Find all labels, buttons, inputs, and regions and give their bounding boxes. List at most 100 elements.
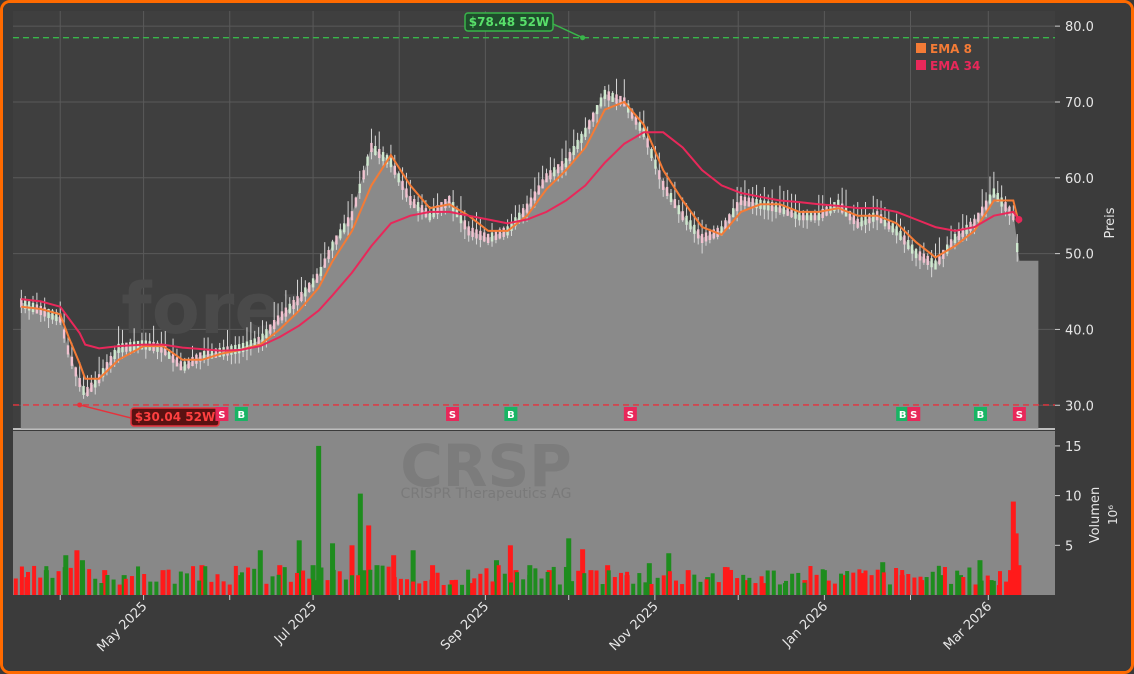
candle-body (374, 145, 377, 156)
volume-bar (631, 583, 636, 595)
signal-box (446, 407, 460, 421)
volume-bar (294, 572, 299, 595)
volume-bar (178, 571, 183, 595)
candle-body (191, 356, 194, 367)
candle-body (712, 229, 715, 239)
volume-bar (93, 578, 98, 595)
volume-bar (985, 575, 990, 595)
candle-body (43, 307, 46, 317)
volume-bar (87, 569, 92, 595)
volume-bar (698, 581, 703, 595)
volume-bar (117, 584, 122, 595)
candle-body (973, 218, 976, 228)
volume-bar (288, 581, 293, 595)
volume-bar (493, 560, 499, 595)
volume-bar (667, 571, 672, 595)
candle-body (910, 244, 914, 254)
volume-bar (453, 579, 458, 595)
signal-label: S (1016, 410, 1023, 421)
candle-body (802, 211, 805, 221)
candle-body (101, 368, 105, 378)
signal-box (504, 407, 518, 421)
volume-bar (227, 584, 232, 595)
volume-bar (337, 571, 342, 595)
legend-entry: EMA 34 (930, 59, 980, 73)
volume-bar (973, 584, 978, 595)
volume-bar (380, 565, 385, 595)
volume-bar (356, 575, 361, 595)
volume-bar (136, 566, 141, 595)
volume-bar (566, 538, 572, 595)
signal-label: S (218, 410, 225, 421)
signal-marker: S (1012, 407, 1026, 421)
volume-bar (429, 579, 434, 595)
candle-body (156, 342, 159, 352)
volume-bar (759, 576, 764, 595)
y-tick-label: 60.0 (1065, 172, 1094, 187)
candle-body (607, 91, 610, 101)
candle-body (786, 206, 789, 216)
candle-body (370, 142, 373, 153)
candle-body (658, 170, 661, 180)
candle-body (288, 303, 291, 313)
candle-body (300, 291, 303, 302)
volume-bar (661, 575, 666, 595)
candle-body (521, 208, 525, 218)
candle-body (872, 212, 875, 222)
candle-body (813, 211, 817, 221)
candle-body (942, 249, 945, 259)
candle-body (323, 258, 326, 268)
volume-bar (1013, 533, 1019, 595)
volume-bar (32, 565, 37, 595)
label-pointer-dot (77, 402, 83, 408)
y-tick-label: 80.0 (1065, 20, 1094, 35)
candle-body (105, 362, 109, 372)
volume-bar (366, 525, 372, 595)
volume-bar (860, 573, 866, 595)
volume-bar (154, 581, 159, 595)
signal-box (234, 407, 248, 421)
candle-body (24, 299, 27, 309)
candle-body (743, 196, 747, 206)
candle-body (47, 308, 50, 319)
candle-body (121, 343, 124, 353)
candle-body (700, 233, 704, 244)
ema-endpoint (1015, 216, 1023, 223)
candle-body (471, 227, 474, 237)
candle-body (428, 211, 431, 221)
candle-body (556, 164, 560, 174)
candle-body (525, 203, 529, 213)
candle-body (459, 214, 463, 224)
volume-bar (612, 577, 617, 595)
candle-body (66, 345, 70, 355)
stock-chart: 30.040.050.060.070.080.0forexsignale.tra… (3, 3, 1131, 671)
volume-bar (197, 580, 202, 595)
candle-body (94, 378, 97, 388)
candle-body (953, 233, 957, 244)
candle-body (568, 152, 572, 162)
candle-body (720, 226, 723, 236)
volume-bar (221, 581, 226, 595)
signal-marker: S (446, 407, 460, 421)
candle-body (934, 260, 937, 270)
legend-swatch (916, 43, 926, 53)
volume-bar (447, 584, 452, 595)
candle-body (669, 192, 673, 203)
y-tick-label: 30.0 (1065, 399, 1094, 414)
candle-body (545, 173, 548, 183)
volume-bar (502, 573, 507, 595)
candle-body (129, 342, 132, 352)
candle-body (218, 347, 221, 358)
candle-body (82, 385, 85, 396)
volume-bar (508, 582, 513, 595)
candle-body (603, 89, 607, 99)
candle-body (879, 214, 883, 224)
candle-body (483, 232, 486, 242)
signal-label: B (899, 410, 907, 421)
volume-bar (460, 584, 465, 595)
candle-body (241, 342, 245, 353)
candle-body (938, 255, 941, 265)
candle-body (914, 249, 918, 259)
candle-body (416, 202, 420, 212)
volume-bar (580, 549, 586, 595)
